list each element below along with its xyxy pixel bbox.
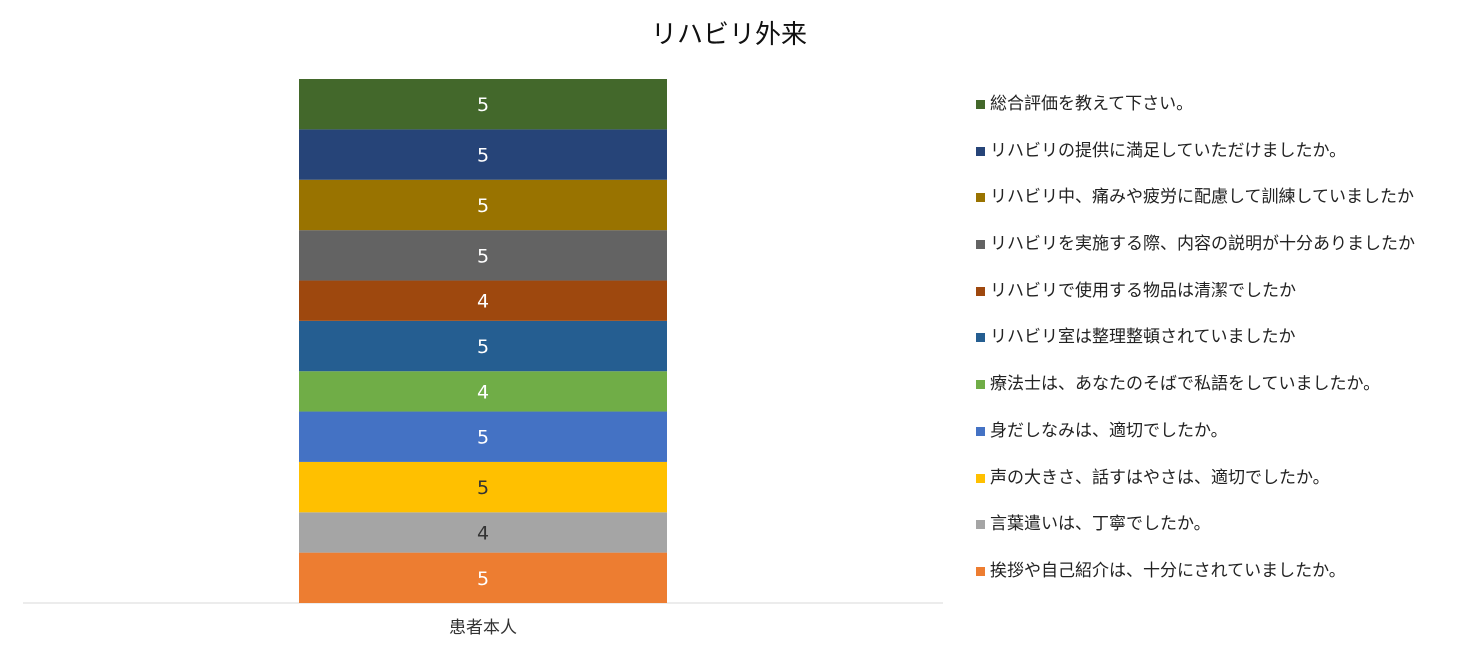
- legend-item-1: 総合評価を教えて下さい。: [975, 93, 1450, 115]
- legend-label: 挨拶や自己紹介は、十分にされていましたか。: [990, 561, 1346, 581]
- bar-segment-7: [299, 280, 667, 321]
- legend-swatch: [976, 147, 985, 156]
- legend-item-9: 声の大きさ、話すはやさは、適切でしたか。: [975, 467, 1450, 489]
- legend-label: 言葉遣いは、丁寧でしたか。: [990, 514, 1211, 534]
- bar-segment-4: [299, 411, 667, 462]
- legend-swatch: [976, 380, 985, 389]
- legend-label: リハビリを実施する際、内容の説明が十分ありましたか: [990, 234, 1415, 254]
- bar-segment-3: [299, 461, 667, 513]
- bar-segment-6: [299, 320, 667, 372]
- data-label-1: 5: [477, 568, 489, 590]
- legend-label: 身だしなみは、適切でしたか。: [990, 421, 1228, 441]
- data-label-10: 5: [477, 145, 489, 167]
- data-label-4: 5: [477, 427, 489, 449]
- legend-swatch: [976, 333, 985, 342]
- data-labels: 5 4 5 5 4 5 4 5 5 5 5: [477, 94, 489, 590]
- legend-swatch: [976, 240, 985, 249]
- legend-label: リハビリ室は整理整頓されていましたか: [990, 327, 1296, 347]
- data-label-5: 4: [477, 381, 489, 403]
- chart-title: リハビリ外来: [650, 20, 807, 50]
- legend-item-3: リハビリ中、痛みや疲労に配慮して訓練していましたか: [975, 186, 1450, 208]
- x-tick-label: 患者本人: [449, 618, 517, 638]
- bar-segment-8: [299, 230, 667, 281]
- legend-item-6: リハビリ室は整理整頓されていましたか: [975, 326, 1450, 348]
- bar-segment-10: [299, 129, 667, 180]
- bar-segment-9: [299, 179, 667, 231]
- legend-swatch: [976, 100, 985, 109]
- legend-label: 声の大きさ、話すはやさは、適切でしたか。: [990, 468, 1330, 488]
- legend-item-4: リハビリを実施する際、内容の説明が十分ありましたか: [975, 233, 1450, 255]
- legend-swatch: [976, 193, 985, 202]
- legend-label: 療法士は、あなたのそばで私語をしていましたか。: [990, 374, 1381, 394]
- legend-label: リハビリの提供に満足していただけましたか。: [990, 141, 1347, 161]
- legend-label: 総合評価を教えて下さい。: [990, 94, 1194, 114]
- bar-segment-2: [299, 512, 667, 553]
- legend-item-8: 身だしなみは、適切でしたか。: [975, 420, 1450, 442]
- legend-item-11: 挨拶や自己紹介は、十分にされていましたか。: [975, 560, 1450, 582]
- data-label-11: 5: [477, 94, 489, 116]
- legend-swatch: [976, 287, 985, 296]
- bar-segment-1: [299, 552, 667, 603]
- legend-item-2: リハビリの提供に満足していただけましたか。: [975, 140, 1450, 162]
- legend-swatch: [976, 474, 985, 483]
- bar-segment-5: [299, 371, 667, 412]
- legend-item-10: 言葉遣いは、丁寧でしたか。: [975, 513, 1450, 535]
- legend-swatch: [976, 567, 985, 576]
- bar-segments: [299, 79, 667, 603]
- legend-label: リハビリ中、痛みや疲労に配慮して訓練していましたか: [990, 187, 1414, 207]
- data-label-3: 5: [477, 477, 489, 499]
- bar-segment-11: [299, 79, 667, 130]
- legend-item-7: 療法士は、あなたのそばで私語をしていましたか。: [975, 373, 1450, 395]
- data-label-2: 4: [477, 522, 489, 544]
- data-label-8: 5: [477, 245, 489, 267]
- data-label-7: 4: [477, 291, 489, 313]
- legend-swatch: [976, 520, 985, 529]
- legend-swatch: [976, 427, 985, 436]
- legend-label: リハビリで使用する物品は清潔でしたか: [990, 281, 1296, 301]
- data-label-9: 5: [477, 195, 489, 217]
- data-label-6: 5: [477, 336, 489, 358]
- legend-item-5: リハビリで使用する物品は清潔でしたか: [975, 280, 1450, 302]
